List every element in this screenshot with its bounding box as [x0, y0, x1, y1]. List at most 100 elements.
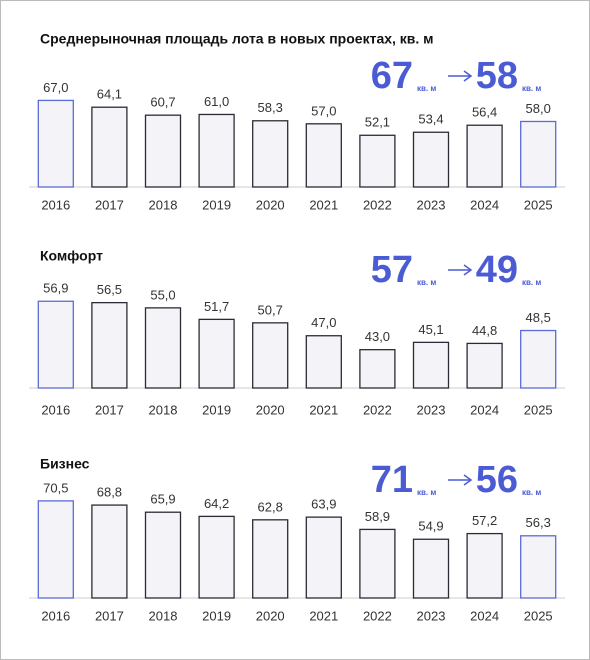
value-label: 63,9: [311, 497, 336, 512]
x-tick-label: 2022: [363, 608, 392, 623]
x-tick-label: 2019: [202, 197, 231, 212]
value-label: 64,1: [97, 87, 122, 102]
bar: [520, 329, 557, 389]
value-label: 57,0: [311, 103, 336, 118]
x-tick-label: 2025: [524, 608, 553, 623]
value-label: 43,0: [365, 329, 390, 344]
bar: [144, 307, 182, 389]
x-tick-label: 2023: [417, 197, 446, 212]
value-label: 58,9: [365, 509, 390, 524]
x-tick-label: 2021: [309, 402, 338, 417]
annotation-from: 57: [371, 249, 413, 291]
x-tick-label: 2018: [149, 402, 178, 417]
bar: [305, 335, 342, 389]
panel-title: Бизнес: [40, 456, 90, 472]
value-label: 45,1: [418, 322, 443, 337]
x-tick-label: 2025: [524, 197, 553, 212]
x-tick-label: 2024: [470, 402, 499, 417]
annotation-unit: кв. м: [417, 84, 436, 93]
x-tick-label: 2016: [41, 608, 70, 623]
bar: [37, 500, 74, 599]
bar: [37, 99, 74, 188]
bar: [359, 134, 396, 188]
bar: [144, 114, 182, 188]
value-label: 50,7: [258, 302, 283, 317]
annotation-from: 67: [371, 55, 413, 97]
x-tick-label: 2016: [41, 197, 70, 212]
x-tick-label: 2020: [256, 402, 285, 417]
x-tick-label: 2021: [309, 608, 338, 623]
annotation-unit: кв. м: [522, 488, 541, 497]
annotation-unit: кв. м: [417, 278, 436, 287]
x-tick-label: 2017: [95, 402, 124, 417]
bar: [466, 124, 503, 188]
value-label: 60,7: [150, 95, 175, 110]
value-label: 62,8: [258, 499, 283, 514]
value-label: 56,5: [97, 282, 122, 297]
bar: [198, 113, 235, 188]
bar: [252, 120, 289, 188]
x-tick-label: 2023: [417, 608, 446, 623]
bar: [305, 123, 342, 188]
value-label: 67,0: [43, 80, 68, 95]
value-label: 51,7: [204, 299, 229, 314]
value-label: 56,9: [43, 281, 68, 296]
bar: [520, 535, 557, 599]
x-tick-label: 2023: [417, 402, 446, 417]
bar: [91, 106, 128, 188]
annotation-from: 71: [371, 459, 413, 501]
bar: [252, 322, 289, 389]
annotation-to: 49: [476, 249, 518, 291]
annotation-to: 56: [476, 459, 518, 501]
annotation-unit: кв. м: [417, 488, 436, 497]
panel-title: Комфорт: [40, 248, 103, 264]
value-label: 68,8: [97, 485, 122, 500]
bar: [359, 349, 396, 389]
value-label: 56,3: [526, 515, 551, 530]
x-tick-label: 2017: [95, 608, 124, 623]
x-tick-label: 2024: [470, 608, 499, 623]
arrow-head: [463, 474, 473, 486]
value-label: 55,0: [150, 287, 175, 302]
value-label: 58,0: [526, 101, 551, 116]
value-label: 48,5: [526, 310, 551, 325]
bar: [37, 300, 74, 389]
bar: [412, 538, 450, 599]
bar: [198, 318, 235, 389]
value-label: 70,5: [43, 480, 68, 495]
value-label: 47,0: [311, 315, 336, 330]
arrow-head: [463, 70, 473, 82]
x-tick-label: 2025: [524, 402, 553, 417]
bar: [144, 511, 182, 599]
value-label: 57,2: [472, 513, 497, 528]
x-tick-label: 2020: [256, 197, 285, 212]
x-tick-label: 2017: [95, 197, 124, 212]
value-label: 54,9: [418, 519, 443, 534]
x-tick-label: 2022: [363, 402, 392, 417]
value-label: 52,1: [365, 115, 390, 130]
bar: [466, 342, 503, 389]
annotation-unit: кв. м: [522, 278, 541, 287]
x-tick-label: 2021: [309, 197, 338, 212]
x-tick-label: 2019: [202, 402, 231, 417]
value-label: 53,4: [418, 112, 443, 127]
x-tick-label: 2018: [149, 197, 178, 212]
bar: [198, 515, 235, 599]
value-label: 61,0: [204, 94, 229, 109]
bar: [412, 131, 450, 188]
x-tick-label: 2020: [256, 608, 285, 623]
x-tick-label: 2016: [41, 402, 70, 417]
x-tick-label: 2018: [149, 608, 178, 623]
x-tick-label: 2022: [363, 197, 392, 212]
value-label: 58,3: [258, 100, 283, 115]
bar: [359, 528, 396, 599]
bar: [412, 341, 450, 389]
value-label: 44,8: [472, 323, 497, 338]
value-label: 56,4: [472, 105, 497, 120]
bar: [466, 532, 503, 599]
bar: [305, 516, 342, 599]
x-tick-label: 2019: [202, 608, 231, 623]
bar: [520, 120, 557, 188]
value-label: 65,9: [150, 492, 175, 507]
